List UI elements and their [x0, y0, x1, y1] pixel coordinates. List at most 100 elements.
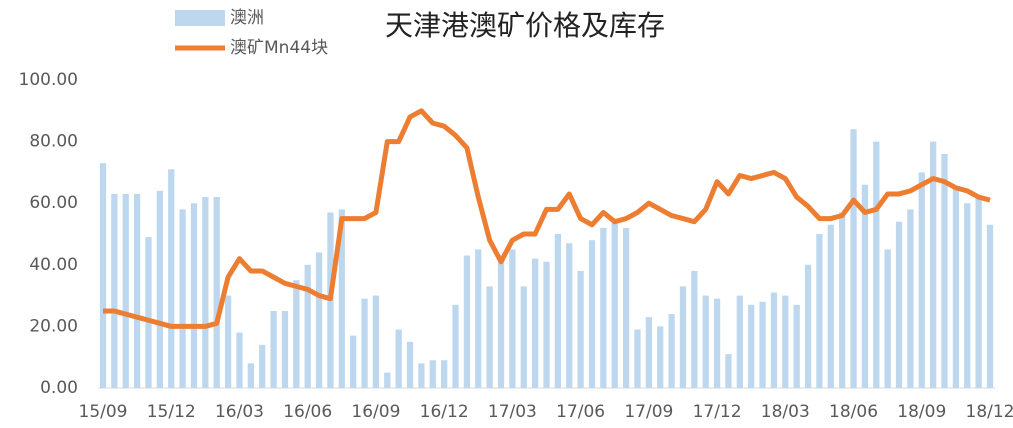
- bar: [338, 209, 345, 388]
- bar: [873, 141, 880, 388]
- x-tick-label: 17/03: [488, 402, 537, 422]
- bar: [725, 354, 732, 388]
- legend-swatch: [175, 10, 225, 26]
- x-tick-label: 17/09: [624, 402, 673, 422]
- bar: [668, 314, 675, 388]
- bar: [975, 197, 982, 388]
- bar: [224, 295, 232, 388]
- y-tick-label: 40.00: [29, 255, 78, 275]
- bar: [793, 304, 800, 388]
- bar: [532, 258, 539, 388]
- bar: [804, 264, 812, 388]
- bar: [315, 252, 323, 388]
- bar: [634, 329, 641, 388]
- bar: [259, 344, 266, 388]
- bar: [179, 209, 186, 388]
- bar: [577, 270, 584, 388]
- bar: [588, 240, 596, 388]
- legend-label: 澳矿Mn44块: [230, 38, 328, 58]
- bar: [372, 295, 380, 388]
- bar: [770, 292, 778, 388]
- x-tick-label: 16/12: [420, 402, 469, 422]
- bar: [293, 280, 300, 388]
- x-tick-label: 18/09: [897, 402, 946, 422]
- x-tick-label: 18/03: [761, 402, 810, 422]
- bar: [816, 234, 823, 388]
- bar: [463, 255, 471, 388]
- x-tick-label: 15/12: [147, 402, 196, 422]
- y-tick-label: 60.00: [29, 193, 78, 213]
- y-tick-label: 100.00: [19, 70, 78, 90]
- bar: [361, 298, 368, 388]
- bar: [566, 243, 573, 388]
- bar: [622, 227, 630, 388]
- bar: [782, 295, 789, 388]
- x-tick-label: 17/06: [556, 402, 605, 422]
- bar: [122, 193, 129, 388]
- x-tick-label: 16/06: [283, 402, 332, 422]
- legend-label: 澳洲: [230, 8, 264, 28]
- bar: [418, 363, 425, 388]
- bar: [543, 261, 550, 388]
- bar: [691, 270, 698, 388]
- bar: [964, 203, 971, 388]
- bar: [748, 304, 755, 388]
- bar: [839, 212, 846, 388]
- bar: [861, 184, 869, 388]
- bar: [884, 249, 891, 388]
- bar: [281, 311, 289, 388]
- bar: [384, 372, 391, 388]
- bar: [452, 304, 459, 388]
- bar: [236, 332, 243, 388]
- x-tick-label: 18/12: [966, 402, 1013, 422]
- bar: [247, 363, 254, 388]
- x-tick-label: 15/09: [79, 402, 128, 422]
- bar: [986, 224, 994, 388]
- bar: [657, 326, 664, 388]
- bar: [554, 234, 561, 388]
- x-tick-label: 17/12: [693, 402, 742, 422]
- bar: [713, 298, 721, 388]
- y-tick-label: 20.00: [29, 316, 78, 336]
- bar: [406, 341, 414, 388]
- bar: [509, 249, 516, 388]
- bar: [111, 193, 118, 388]
- x-tick-label: 16/03: [215, 402, 264, 422]
- y-tick-label: 80.00: [29, 132, 78, 152]
- bar: [168, 169, 175, 388]
- bar: [429, 360, 436, 388]
- bar: [441, 360, 448, 388]
- bar: [475, 249, 482, 388]
- bar: [99, 163, 107, 388]
- bar: [941, 153, 948, 388]
- bar: [395, 329, 402, 388]
- bar: [736, 295, 743, 388]
- bar: [520, 286, 527, 388]
- bar: [497, 255, 505, 388]
- bar: [213, 197, 220, 388]
- bar: [304, 264, 311, 388]
- bar: [759, 301, 766, 388]
- bar: [930, 141, 937, 388]
- bar: [918, 172, 925, 388]
- bar: [907, 209, 914, 388]
- bar: [702, 295, 709, 388]
- x-tick-label: 18/06: [829, 402, 878, 422]
- chart-title: 天津港澳矿价格及库存: [385, 9, 665, 42]
- line: [103, 108, 991, 329]
- bar: [202, 197, 209, 388]
- bar: [952, 187, 960, 388]
- bar: [350, 335, 357, 388]
- bar: [145, 237, 152, 388]
- bar: [895, 221, 903, 388]
- bar: [190, 203, 198, 388]
- bar: [679, 286, 687, 388]
- bar: [270, 311, 277, 388]
- bar: [645, 317, 652, 388]
- bar: [850, 129, 857, 388]
- bar: [156, 190, 163, 388]
- bar: [133, 193, 141, 388]
- bar: [486, 286, 493, 388]
- bar: [600, 227, 607, 388]
